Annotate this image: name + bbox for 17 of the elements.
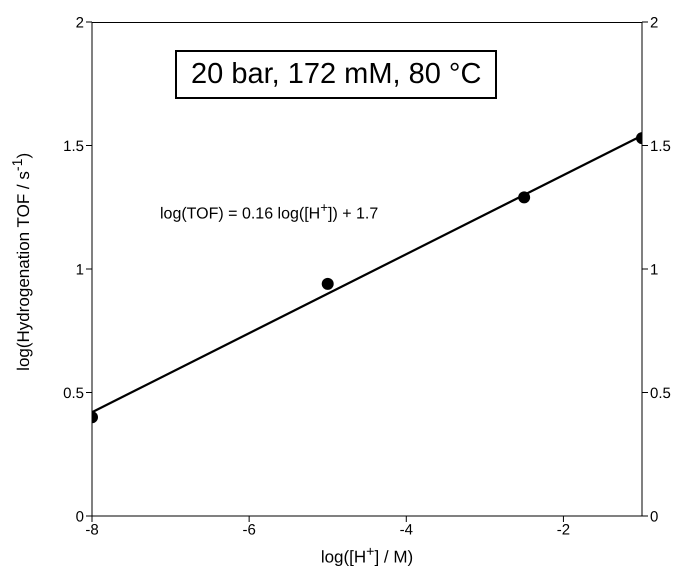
y2-tick-label: 1 [650, 261, 658, 278]
x-tick-label: -4 [400, 522, 413, 539]
y-tick-label: 0 [76, 508, 84, 526]
x-axis-title: log([H$^{+}$] / M) [320, 544, 414, 568]
y-tick-label: 2 [76, 14, 84, 32]
y2-tick-label: 0 [650, 508, 658, 526]
y-tick-label: 1.5 [63, 138, 84, 155]
annotation: log(TOF) = 0.16 log([H$^{+}$]) + 1.7 [160, 200, 378, 224]
y2-tick-label: 2 [650, 14, 658, 32]
x-tick-label: -2 [556, 522, 570, 539]
y-tick-label: 0.5 [63, 384, 84, 402]
y2-tick-label: 0.5 [650, 384, 671, 402]
y-tick-label: 1 [76, 261, 84, 278]
annotation: 20 bar, 172 mM, 80 °C [175, 50, 498, 99]
x-tick-label: -8 [85, 522, 99, 539]
x-tick-label: -6 [242, 522, 256, 539]
y2-tick-label: 1.5 [650, 138, 671, 155]
